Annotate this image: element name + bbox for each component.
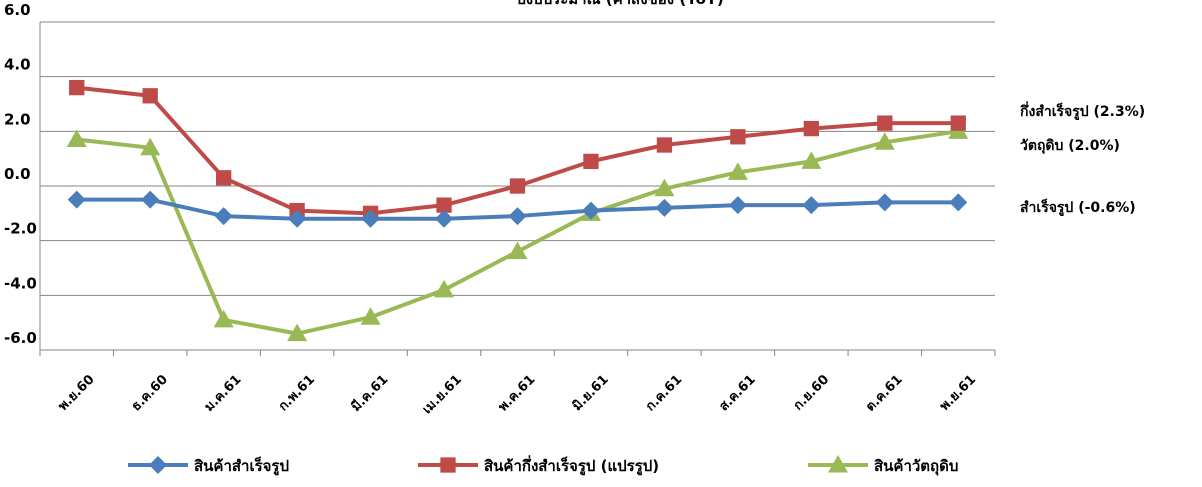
x-tick-label: ก.พ.61 xyxy=(276,372,318,414)
series-1 xyxy=(67,190,968,228)
data-point xyxy=(66,129,87,148)
data-point xyxy=(730,129,746,145)
y-tick-label: 0.0 xyxy=(4,165,31,183)
data-point xyxy=(877,115,893,131)
chart-title: ปีงบประมาณ (ค่าสิ่งของ (YoY) xyxy=(515,0,723,8)
legend-label: สินค้าสำเร็จรูป xyxy=(194,456,289,476)
y-tick-label: 2.0 xyxy=(4,110,31,128)
legend-label: สินค้าวัตถุดิบ xyxy=(874,457,958,476)
data-point xyxy=(727,162,748,180)
x-tick-label: ธ.ค.60 xyxy=(129,372,171,414)
x-tick-label: พ.ย.61 xyxy=(937,372,979,414)
x-tick-label: ก.ย.60 xyxy=(791,372,832,413)
data-point xyxy=(508,207,527,226)
series-2 xyxy=(69,79,966,221)
data-point xyxy=(67,190,86,209)
data-point xyxy=(141,190,160,209)
x-tick-label: พ.ย.60 xyxy=(56,372,98,414)
x-tick-label: ต.ค.61 xyxy=(863,372,906,415)
data-point xyxy=(728,196,747,215)
data-point xyxy=(583,153,599,170)
data-point xyxy=(361,209,380,228)
y-tick-label: -4.0 xyxy=(4,274,37,292)
data-point xyxy=(509,178,526,194)
data-point xyxy=(655,198,674,217)
end-label: วัตถุดิบ (2.0%) xyxy=(1020,138,1120,154)
data-point xyxy=(436,197,452,213)
legend: สินค้าสำเร็จรูป สินค้ากึ่งสำเร็จรูป (แปรร… xyxy=(128,455,958,476)
data-point xyxy=(140,137,161,156)
data-point xyxy=(654,178,675,197)
data-point xyxy=(149,456,167,474)
data-point xyxy=(216,170,232,186)
data-point xyxy=(950,115,966,131)
legend-item: สินค้ากึ่งสำเร็จรูป (แปรรูป) xyxy=(418,455,659,476)
data-point xyxy=(803,120,819,137)
series-line xyxy=(76,85,959,216)
end-label: กึ่งสำเร็จรูป (2.3%) xyxy=(1019,101,1145,120)
legend-label: สินค้ากึ่งสำเร็จรูป (แปรรูป) xyxy=(484,455,659,476)
x-tick-label: ส.ค.61 xyxy=(717,372,759,414)
data-point xyxy=(656,137,673,153)
data-point xyxy=(213,309,234,328)
data-point xyxy=(360,307,381,325)
data-point xyxy=(287,323,308,342)
series-group xyxy=(66,79,969,342)
end-label: สำเร็จรูป (-0.6%) xyxy=(1020,198,1136,216)
legend-item: สินค้าสำเร็จรูป xyxy=(128,456,289,476)
y-tick-label: -6.0 xyxy=(4,329,37,347)
data-point xyxy=(949,193,968,212)
data-point xyxy=(142,88,158,104)
y-axis: 6.0 4.0 2.0 0.0 -2.0 -4.0 -6.0 xyxy=(4,1,37,347)
y-tick-label: 4.0 xyxy=(4,56,31,74)
y-tick-label: 6.0 xyxy=(4,1,31,19)
data-point xyxy=(435,209,454,228)
x-tick-label: เม.ย.61 xyxy=(420,372,465,417)
data-point xyxy=(875,193,894,212)
legend-item: สินค้าวัตถุดิบ xyxy=(808,455,958,476)
data-point xyxy=(434,279,455,298)
data-point xyxy=(507,241,528,260)
data-point xyxy=(828,455,848,473)
x-tick-label: มิ.ย.61 xyxy=(570,372,612,414)
x-tick-label: ก.ค.61 xyxy=(643,372,685,414)
data-point xyxy=(288,209,307,228)
data-point xyxy=(802,196,821,215)
data-point xyxy=(581,201,600,220)
x-tick-label: ม.ค.61 xyxy=(202,372,245,415)
data-point xyxy=(214,207,233,226)
y-tick-label: -2.0 xyxy=(4,220,37,238)
end-labels: กึ่งสำเร็จรูป (2.3%) วัตถุดิบ (2.0%) สำเร็… xyxy=(1019,101,1145,216)
x-tick-label: พ.ค.61 xyxy=(496,372,539,415)
data-point xyxy=(440,457,456,473)
data-point xyxy=(69,79,85,96)
x-tick-label: มี.ค.61 xyxy=(348,372,391,415)
data-point xyxy=(874,132,895,150)
data-point xyxy=(801,151,822,169)
